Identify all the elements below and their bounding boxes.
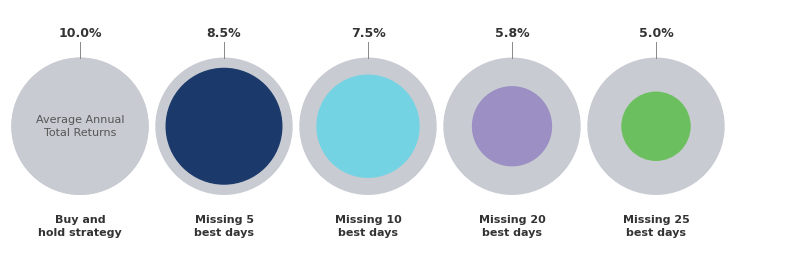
Ellipse shape	[12, 58, 148, 194]
Ellipse shape	[166, 68, 282, 184]
Text: 7.5%: 7.5%	[350, 27, 386, 40]
Ellipse shape	[156, 58, 292, 194]
Text: Average Annual
Total Returns: Average Annual Total Returns	[36, 115, 124, 138]
Text: Missing 5
best days: Missing 5 best days	[194, 215, 254, 239]
Text: Missing 10
best days: Missing 10 best days	[334, 215, 402, 239]
Text: Buy and
hold strategy: Buy and hold strategy	[38, 215, 122, 239]
Ellipse shape	[588, 58, 724, 194]
Text: Missing 20
best days: Missing 20 best days	[478, 215, 546, 239]
Ellipse shape	[317, 75, 419, 177]
Ellipse shape	[622, 92, 690, 160]
Ellipse shape	[473, 87, 551, 166]
Ellipse shape	[300, 58, 436, 194]
Ellipse shape	[12, 58, 148, 194]
Text: 5.8%: 5.8%	[494, 27, 530, 40]
Text: 8.5%: 8.5%	[206, 27, 242, 40]
Text: 10.0%: 10.0%	[58, 27, 102, 40]
Text: Missing 25
best days: Missing 25 best days	[622, 215, 690, 239]
Text: 5.0%: 5.0%	[638, 27, 674, 40]
Ellipse shape	[444, 58, 580, 194]
